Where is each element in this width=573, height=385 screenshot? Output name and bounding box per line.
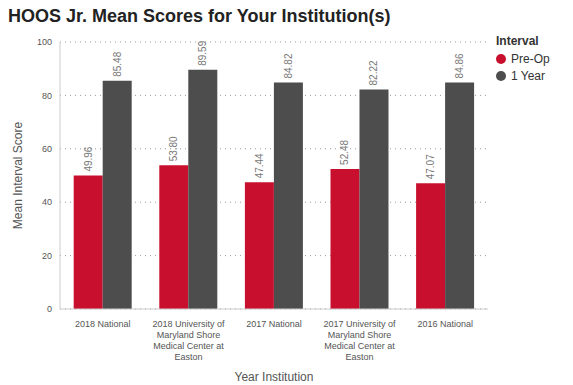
svg-text:47.44: 47.44 (254, 153, 265, 178)
svg-text:89.59: 89.59 (197, 40, 208, 65)
svg-text:84.82: 84.82 (283, 53, 294, 78)
svg-text:52.48: 52.48 (339, 139, 350, 164)
svg-text:80: 80 (42, 91, 52, 101)
svg-text:53.80: 53.80 (168, 136, 179, 161)
svg-text:2016 National: 2016 National (417, 319, 473, 329)
svg-text:82.22: 82.22 (368, 60, 379, 85)
html-text:1 Year: 1 Year (511, 69, 545, 83)
svg-text:49.96: 49.96 (83, 146, 94, 171)
html-text:Pre-Op: Pre-Op (511, 52, 550, 66)
svg-text:2018 University ofMaryland Sho: 2018 University ofMaryland ShoreMedical … (152, 319, 225, 362)
svg-text:100: 100 (37, 37, 52, 47)
html-text:Interval: Interval (496, 34, 539, 48)
svg-text:Year Institution: Year Institution (235, 370, 314, 384)
svg-text:20: 20 (42, 251, 52, 261)
svg-text:47.07: 47.07 (425, 154, 436, 179)
svg-text:85.48: 85.48 (112, 51, 123, 76)
svg-text:Mean Interval Score: Mean Interval Score (11, 121, 25, 229)
svg-text:60: 60 (42, 144, 52, 154)
svg-text:40: 40 (42, 197, 52, 207)
svg-text:84.86: 84.86 (454, 53, 465, 78)
svg-text:2017 University ofMaryland Sho: 2017 University ofMaryland ShoreMedical … (324, 319, 397, 362)
svg-text:2017 National: 2017 National (246, 319, 302, 329)
svg-text:0: 0 (47, 304, 52, 314)
svg-text:2018 National: 2018 National (75, 319, 131, 329)
html-text:HOOS Jr. Mean Scores for Your: HOOS Jr. Mean Scores for Your Institutio… (8, 6, 391, 26)
